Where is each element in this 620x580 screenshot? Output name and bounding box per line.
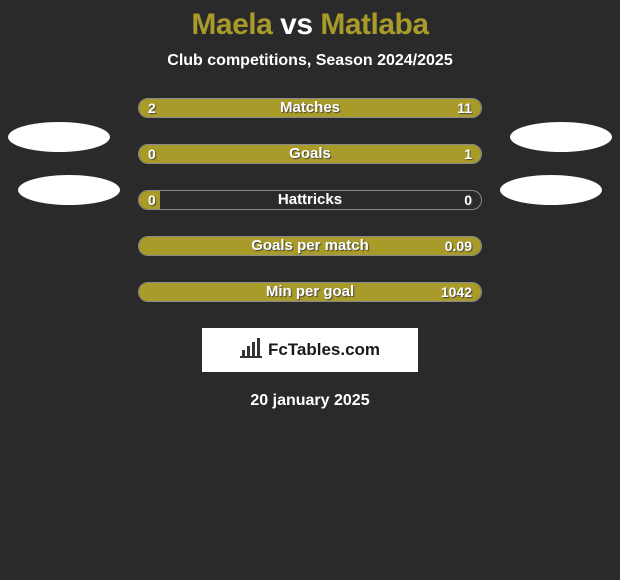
bar-track	[138, 236, 482, 256]
subtitle: Club competitions, Season 2024/2025	[0, 52, 620, 70]
player-badge-right-1	[510, 122, 612, 152]
stat-row: Matches211	[138, 98, 482, 118]
brand-text: FcTables.com	[268, 340, 380, 360]
bar-fill-right	[139, 283, 481, 301]
title-player1: Maela	[191, 8, 272, 41]
bar-track	[138, 144, 482, 164]
stat-row: Goals01	[138, 144, 482, 164]
stat-row: Hattricks00	[138, 190, 482, 210]
bar-track	[138, 190, 482, 210]
player-badge-right-2	[500, 175, 602, 205]
bar-fill-right	[201, 99, 481, 117]
bar-fill-left	[139, 145, 160, 163]
stat-row: Goals per match0.09	[138, 236, 482, 256]
comparison-card: Maela vs Matlaba Club competitions, Seas…	[0, 0, 620, 410]
stat-rows: Matches211 Goals01 Hattricks00 Goals per ma…	[138, 98, 482, 302]
bar-fill-right	[160, 145, 481, 163]
title-player2: Matlaba	[320, 8, 428, 41]
bar-track	[138, 282, 482, 302]
player-badge-left-1	[8, 122, 110, 152]
player-badge-left-2	[18, 175, 120, 205]
bar-fill-right	[139, 237, 481, 255]
page-title: Maela vs Matlaba	[0, 8, 620, 42]
title-vs: vs	[280, 8, 312, 41]
stat-row: Min per goal1042	[138, 282, 482, 302]
bar-track	[138, 98, 482, 118]
date-line: 20 january 2025	[0, 392, 620, 410]
bar-fill-left	[139, 99, 201, 117]
bar-chart-icon	[240, 338, 264, 363]
brand-box: FcTables.com	[202, 328, 418, 372]
bar-fill-left	[139, 191, 160, 209]
